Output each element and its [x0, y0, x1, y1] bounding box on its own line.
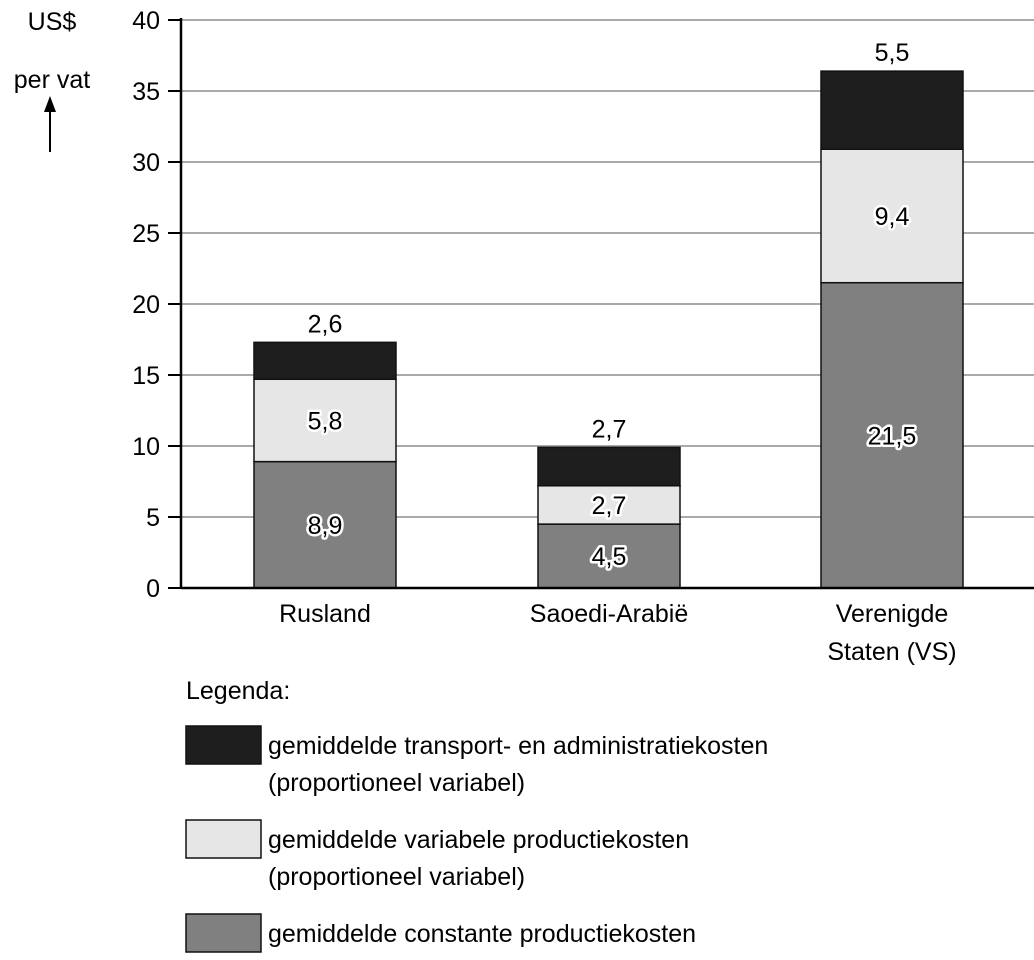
data-label: 4,5 [592, 543, 627, 571]
data-label: 21,5 [868, 422, 917, 450]
bar-segment [537, 523, 681, 589]
bar-segment [537, 446, 681, 487]
x-tick-label: Rusland [279, 600, 371, 628]
y-tick-label: 25 [132, 220, 160, 248]
y-axis-label-line-1: US$ [28, 8, 77, 36]
y-axis-label-line-2: per vat [14, 66, 90, 94]
data-label: 8,9 [308, 512, 343, 540]
bar-segment [253, 378, 397, 463]
axes: 0 5 10 15 20 25 30 35 40 Rusland Saoedi-Arabië Vere… [132, 7, 1034, 666]
legend-label: gemiddelde constante productiekosten [268, 920, 696, 948]
legend-title: Legenda: [186, 677, 290, 705]
legend-label: (proportioneel variabel) [268, 769, 525, 797]
y-axis-label: US$ per vat [14, 8, 90, 152]
bar-segment [820, 281, 964, 589]
x-tick-label: Staten (VS) [827, 638, 956, 666]
bar-segment [253, 460, 397, 589]
data-label: 2,7 [592, 492, 627, 520]
legend-label: gemiddelde transport- en administratieko… [268, 732, 768, 760]
legend-label: (proportioneel variabel) [268, 863, 525, 891]
legend-swatch [185, 725, 262, 765]
data-label: 2,6 [308, 310, 343, 338]
data-label: 9,4 [875, 203, 910, 231]
y-tick-label: 10 [132, 433, 160, 461]
legend-swatch [185, 913, 262, 953]
y-tick-label: 0 [146, 575, 160, 603]
bar-segment [820, 70, 964, 150]
legend-label: gemiddelde variabele productiekosten [268, 826, 689, 854]
y-tick-label: 35 [132, 78, 160, 106]
y-tick-label: 20 [132, 291, 160, 319]
x-tick-label: Verenigde [836, 600, 949, 628]
data-label: 5,5 [875, 39, 910, 67]
y-tick-label: 40 [132, 7, 160, 35]
bar-segment [253, 341, 397, 381]
data-label: 5,8 [308, 407, 343, 435]
x-tick-label: Saoedi-Arabië [530, 600, 688, 628]
legend: Legenda: gemiddelde transport- en admini… [185, 677, 768, 953]
legend-swatch [185, 819, 262, 859]
y-tick-label: 15 [132, 362, 160, 390]
data-label: 2,7 [592, 415, 627, 443]
y-tick-label: 30 [132, 149, 160, 177]
y-tick-label: 5 [146, 504, 160, 532]
bars: 8,9 5,8 2,6 4,5 2,7 2,7 21,5 9,4 5,5 [253, 39, 964, 589]
up-arrow-icon [44, 96, 56, 152]
